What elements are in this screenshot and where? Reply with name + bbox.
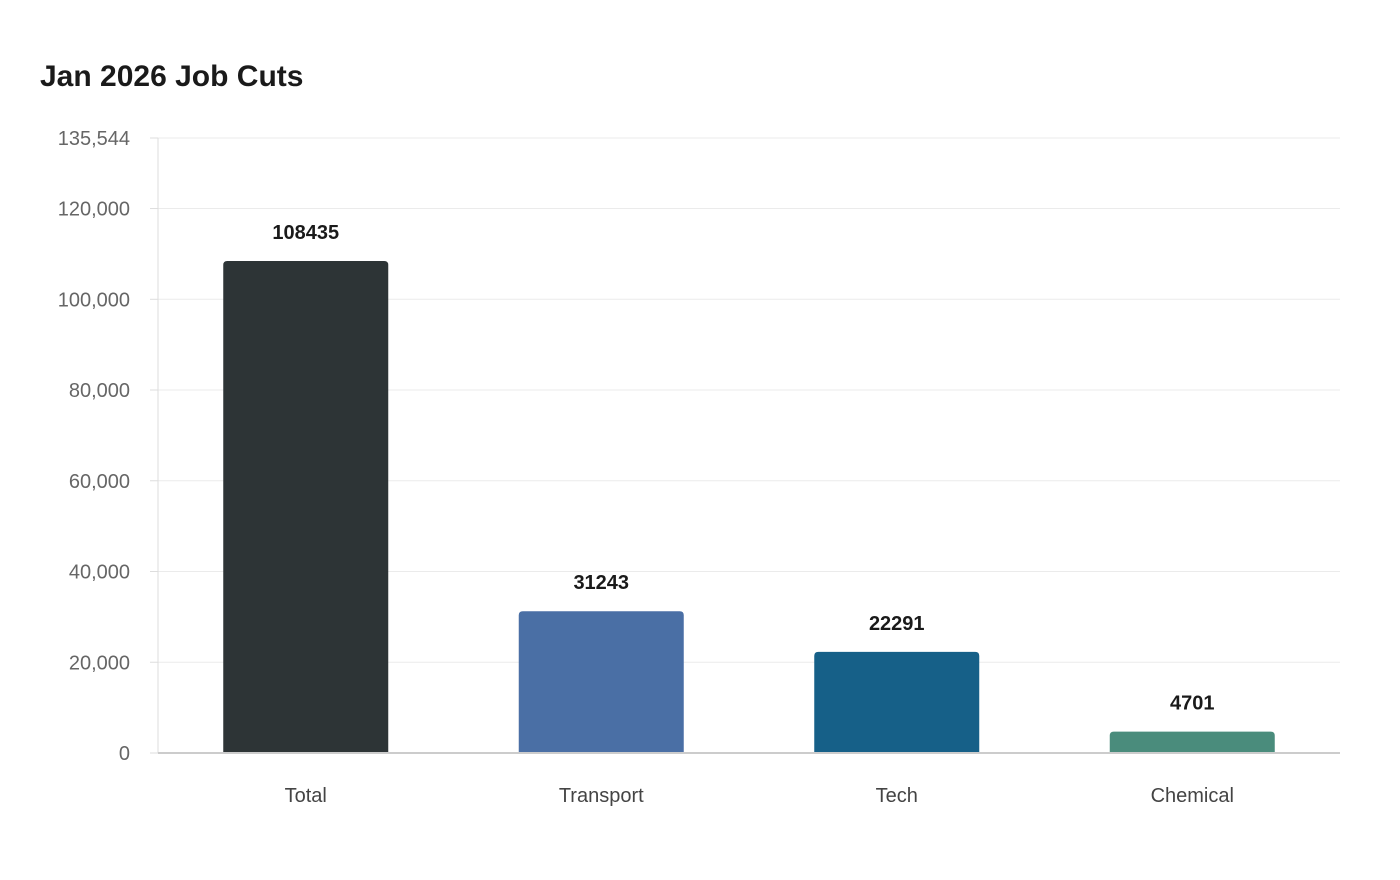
y-tick-label: 80,000: [69, 380, 130, 402]
y-tick-label: 20,000: [69, 652, 130, 674]
y-tick-label: 40,000: [69, 562, 130, 584]
bar-tech: [814, 651, 980, 753]
data-label: 108435: [272, 222, 339, 244]
bar-total: [223, 261, 389, 753]
x-tick-label: Transport: [559, 785, 644, 807]
y-tick-label: 60,000: [69, 471, 130, 493]
data-label: 4701: [1170, 693, 1215, 715]
chart-title: Jan 2026 Job Cuts: [40, 60, 304, 93]
data-label: 31243: [573, 572, 629, 594]
x-tick-label: Total: [285, 785, 327, 807]
bar-transport: [518, 611, 684, 753]
y-tick-label: 0: [119, 743, 130, 765]
y-tick-label: 120,000: [58, 199, 130, 221]
y-tick-label: 100,000: [58, 289, 130, 311]
x-tick-label: Tech: [876, 785, 918, 807]
y-tick-label: 135,544: [58, 128, 130, 150]
x-tick-label: Chemical: [1151, 785, 1234, 807]
data-label: 22291: [869, 613, 925, 635]
bar-chemical: [1109, 731, 1275, 753]
